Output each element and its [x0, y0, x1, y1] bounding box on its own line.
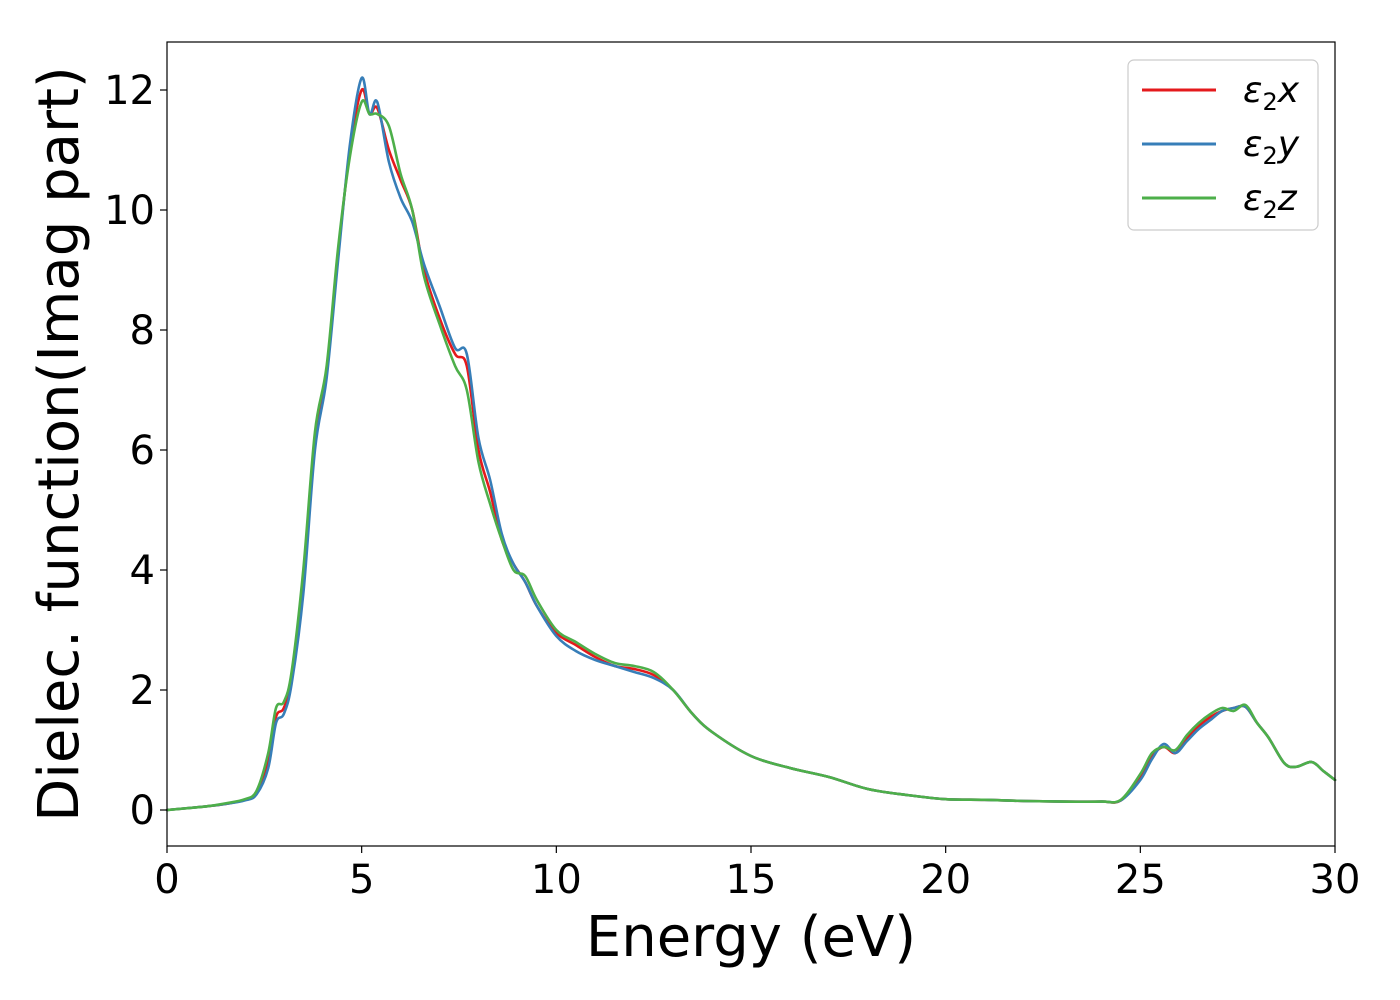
x-axis-ticks: 0 5 10 15 20 25 30 — [154, 846, 1360, 903]
x-tick-label: 0 — [154, 857, 179, 903]
legend-label-x: ε2x — [1243, 70, 1300, 116]
y-tick-label: 0 — [130, 788, 155, 834]
x-tick-label: 5 — [349, 857, 374, 903]
legend-label-z: ε2z — [1243, 178, 1298, 224]
x-tick-label: 10 — [531, 857, 582, 903]
x-axis-title: Energy (eV) — [586, 905, 916, 970]
series-line-y — [165, 76, 1337, 812]
y-tick-label: 12 — [104, 68, 155, 114]
series-layer — [165, 76, 1337, 812]
x-tick-label: 25 — [1115, 857, 1166, 903]
y-tick-label: 10 — [104, 188, 155, 234]
x-tick-label: 15 — [726, 857, 777, 903]
y-tick-label: 4 — [130, 548, 155, 594]
series-line-z — [165, 99, 1337, 812]
y-tick-label: 2 — [130, 668, 155, 714]
y-axis-ticks: 0 2 4 6 8 10 12 — [104, 68, 167, 834]
y-tick-label: 8 — [130, 308, 155, 354]
x-tick-label: 20 — [920, 857, 971, 903]
legend: ε2x ε2y ε2z — [1127, 59, 1319, 231]
y-axis-title: Dielec. function(Imag part) — [27, 66, 92, 822]
legend-box — [1127, 59, 1319, 231]
y-tick-label: 6 — [130, 428, 155, 474]
legend-label-y: ε2y — [1243, 124, 1300, 170]
x-tick-label: 30 — [1310, 857, 1361, 903]
